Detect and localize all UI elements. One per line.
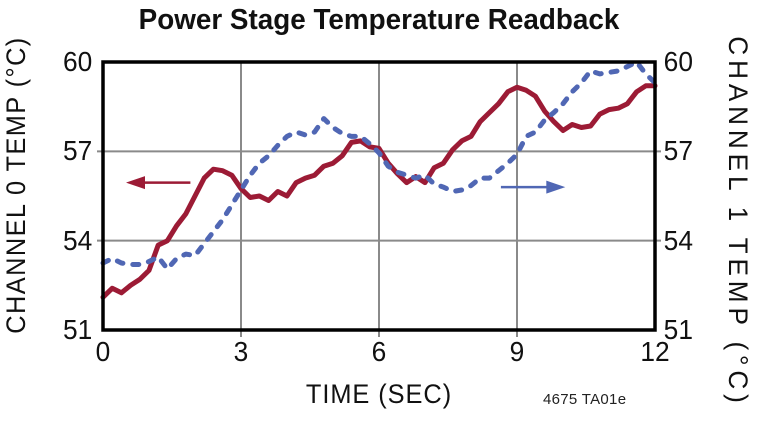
right-ytick-54: 54 bbox=[663, 225, 693, 256]
arrow-head-right bbox=[546, 180, 566, 194]
xtick-9: 9 bbox=[509, 336, 525, 367]
x-axis-label: TIME (SEC) bbox=[305, 379, 453, 409]
right-ytick-60: 60 bbox=[663, 46, 693, 77]
plot-frame bbox=[101, 60, 657, 332]
xtick-0: 0 bbox=[95, 336, 111, 367]
xtick-6: 6 bbox=[371, 336, 387, 367]
chart-title: Power Stage Temperature Readback bbox=[138, 4, 620, 36]
left-y-axis-label: CHANNEL 0 TEMP (°C) bbox=[1, 36, 31, 334]
xtick-12: 12 bbox=[640, 336, 670, 367]
channel-0-line bbox=[100, 83, 658, 300]
channel-1-line bbox=[100, 59, 658, 272]
right-ytick-51: 51 bbox=[663, 314, 693, 345]
left-ytick-51: 51 bbox=[63, 314, 93, 345]
left-ytick-57: 57 bbox=[63, 135, 93, 166]
right-y-axis-label: CHANNEL 1 TEMP (°C) bbox=[723, 36, 753, 408]
arrow-head-left bbox=[126, 176, 145, 190]
footnote: 4675 TA01e bbox=[543, 391, 627, 408]
right-ytick-57: 57 bbox=[663, 135, 693, 166]
left-ytick-54: 54 bbox=[63, 225, 93, 256]
xtick-3: 3 bbox=[233, 336, 249, 367]
left-ytick-60: 60 bbox=[63, 46, 93, 77]
